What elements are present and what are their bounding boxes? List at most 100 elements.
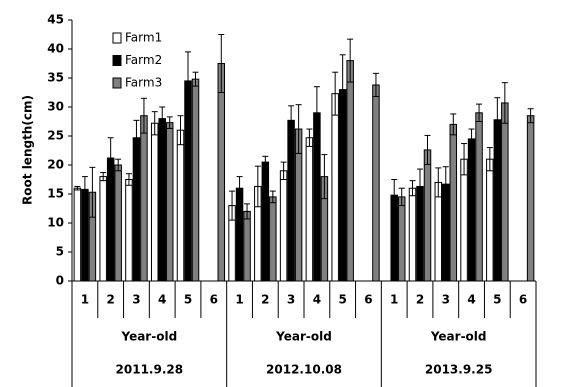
bar: [81, 188, 89, 282]
error-bar: [476, 103, 483, 122]
y-tick-label: 25: [47, 129, 64, 143]
y-tick-label: 45: [47, 13, 64, 27]
x-tick-label: 5: [338, 293, 346, 307]
error-bar: [313, 86, 320, 140]
error-bar: [185, 51, 191, 111]
error-bar: [151, 111, 158, 136]
error-bar: [115, 158, 122, 172]
legend-swatch: [112, 77, 122, 89]
error-bar: [372, 72, 379, 98]
x-tick-label: 4: [467, 293, 475, 307]
error-bar: [391, 179, 398, 212]
y-tick-label: 0: [56, 274, 64, 288]
group-label: Year-old: [120, 330, 177, 344]
error-bar: [295, 104, 302, 154]
error-bar: [435, 167, 442, 198]
y-tick-label: 20: [47, 158, 64, 172]
y-tick-label: 35: [47, 71, 64, 85]
error-bar: [269, 190, 276, 204]
error-bar: [100, 172, 107, 182]
legend-label: Farm3: [125, 76, 162, 90]
bar: [114, 164, 122, 282]
group-name: 2012.10.08: [266, 363, 342, 377]
error-bar: [321, 154, 328, 200]
y-axis-label: Root length(cm): [21, 95, 35, 205]
error-bar: [244, 203, 251, 220]
y-tick-label: 30: [47, 100, 64, 114]
bar: [184, 80, 192, 282]
bar: [475, 112, 483, 282]
error-bar: [125, 173, 132, 186]
error-bar: [81, 176, 88, 203]
x-tick-label: 4: [313, 293, 321, 307]
error-bar: [424, 134, 431, 165]
bar: [460, 158, 468, 282]
bar: [346, 60, 354, 282]
bar: [526, 115, 535, 282]
group-label: Year-old: [430, 330, 487, 344]
x-tick-label: 5: [184, 293, 192, 307]
bar: [287, 119, 295, 282]
error-bar: [229, 190, 236, 221]
error-bar: [494, 97, 501, 143]
error-bar: [409, 180, 416, 197]
bar: [305, 137, 314, 282]
bar: [261, 161, 270, 282]
bar: [467, 138, 476, 282]
error-bar: [398, 187, 405, 207]
bar: [423, 149, 432, 282]
group-name: 2013.9.25: [425, 363, 493, 377]
error-bar: [339, 54, 346, 125]
error-bar: [177, 115, 184, 146]
y-tick-label: 5: [56, 245, 64, 259]
bar: [150, 122, 159, 282]
x-tick-label: 1: [235, 293, 243, 307]
bar: [269, 196, 277, 282]
error-bar: [347, 38, 354, 83]
error-bar: [89, 166, 96, 218]
error-bar: [306, 128, 313, 147]
error-bar: [159, 106, 166, 131]
x-tick-label: 2: [106, 293, 114, 307]
error-bar: [501, 82, 508, 124]
x-tick-label: 3: [132, 293, 140, 307]
error-bar: [133, 119, 140, 156]
bar: [73, 187, 82, 282]
x-tick-label: 2: [416, 293, 424, 307]
error-bar: [254, 165, 261, 208]
group-label: Year-old: [275, 330, 332, 344]
x-tick-label: 3: [287, 293, 295, 307]
bar: [493, 119, 502, 282]
bar: [165, 122, 174, 282]
error-bar: [527, 108, 534, 124]
bar: [449, 123, 458, 282]
legend-label: Farm2: [125, 53, 162, 67]
error-bar: [450, 113, 457, 136]
bar: [397, 196, 406, 282]
legend-swatch: [112, 32, 122, 44]
y-tick-label: 15: [47, 187, 64, 201]
bar: [235, 187, 244, 282]
error-bar: [107, 137, 114, 179]
bar: [132, 137, 141, 282]
x-tick-label: 6: [210, 293, 218, 307]
error-bar: [74, 185, 81, 191]
x-tick-label: 3: [442, 293, 450, 307]
group-name: 2011.9.28: [116, 363, 184, 377]
bar: [501, 102, 509, 282]
error-bar: [461, 143, 468, 176]
error-bar: [140, 97, 147, 134]
x-tick-label: 1: [81, 293, 89, 307]
bar: [99, 176, 107, 282]
x-tick-label: 1: [390, 293, 398, 307]
error-bar: [468, 128, 475, 150]
error-bar: [262, 155, 269, 169]
bar: [191, 78, 200, 282]
error-bar: [442, 166, 449, 203]
error-bar: [288, 105, 295, 136]
error-bar: [486, 147, 493, 172]
error-bar: [166, 116, 173, 129]
y-tick-label: 10: [47, 216, 64, 230]
x-tick-label: 4: [158, 293, 166, 307]
